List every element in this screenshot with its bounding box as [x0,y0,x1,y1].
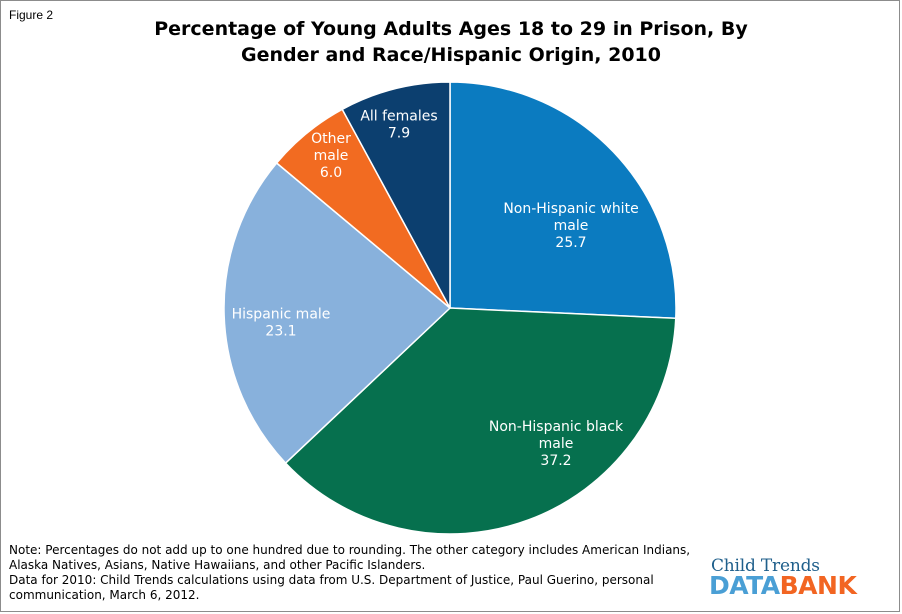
slice-label-hispanic-male: Hispanic male 23.1 [232,307,331,340]
note-line-1: Note: Percentages do not add up to one h… [9,543,691,572]
slice-value: 6.0 [320,165,342,181]
child-trends-databank-logo: Child Trends DATABANK [707,556,885,600]
slice-label-line: Hispanic male [232,307,331,323]
chart-title: Percentage of Young Adults Ages 18 to 29… [91,16,811,68]
pie-slice-non-hispanic-black-male [284,307,677,535]
logo-data-word: DATA [709,571,780,600]
slice-label-line: Non-Hispanic white [503,201,638,217]
note-line-2: Data for 2010: Child Trends calculations… [9,573,654,602]
slice-label-other-male: Other male 6.0 [311,131,351,181]
logo-line-2: DATABANK [709,571,857,600]
pie-slice-non-hispanic-white-male [449,81,677,320]
figure-label: Figure 2 [9,8,54,22]
pie-slice-all-females [341,81,451,309]
slice-value: 7.9 [388,126,410,142]
slice-value: 37.2 [540,453,571,469]
slice-label-all-females: All females 7.9 [360,109,437,142]
slice-label-line: Other [311,131,351,147]
chart-title-line-1: Percentage of Young Adults Ages 18 to 29… [154,18,748,40]
slice-label-line: Non-Hispanic black [489,419,624,435]
slice-label-non-hispanic-black-male: Non-Hispanic black male 37.2 [489,419,624,469]
slice-label-line: male [314,148,349,164]
slice-label-line: All females [360,109,437,125]
chart-title-line-2: Gender and Race/Hispanic Origin, 2010 [240,44,662,66]
slice-label-non-hispanic-white-male: Non-Hispanic white male 25.7 [503,201,638,251]
slice-label-line: male [554,218,589,234]
logo-bank-word: BANK [779,571,857,600]
logo-line-1: Child Trends [711,556,820,576]
chart-note: Note: Percentages do not add up to one h… [9,543,699,603]
slice-label-line: male [539,436,574,452]
pie-slice-hispanic-male [223,161,452,465]
slice-value: 25.7 [555,235,586,251]
slice-value: 23.1 [265,324,296,340]
